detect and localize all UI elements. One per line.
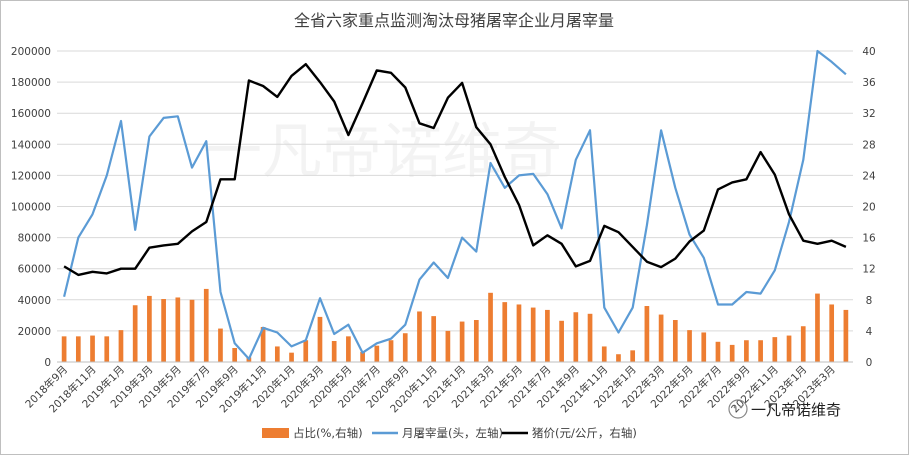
bar (317, 316, 323, 362)
bar (417, 311, 422, 362)
bar (672, 320, 678, 362)
line-series (63, 49, 847, 360)
y-right-tick-label: 4 (866, 326, 873, 338)
legend-label-price: 猪价(元/公斤，右轴) (532, 426, 637, 440)
y-right-tick-label: 12 (862, 264, 875, 276)
bar (473, 320, 479, 362)
bar (118, 330, 124, 362)
bar (587, 313, 593, 362)
bar (331, 341, 337, 362)
y-right-tick-label: 40 (862, 46, 875, 58)
background-watermark: 一凡帝诺维奇 (202, 117, 562, 187)
y-right-tick-label: 20 (862, 202, 875, 214)
y-axis-right: 0 4 8 12 16 20 24 28 32 36 40 (862, 46, 876, 369)
bar (502, 302, 508, 362)
legend-label-bar: 占比(%,右轴) (293, 426, 363, 440)
bar (687, 330, 692, 362)
bar (829, 304, 835, 362)
bar (289, 352, 294, 362)
bar (374, 345, 380, 362)
bar (488, 292, 493, 362)
bar (729, 344, 735, 362)
bar (147, 295, 152, 362)
bar (445, 330, 451, 362)
bar (843, 309, 849, 362)
y-left-tick-label: 160000 (11, 108, 51, 120)
bar (260, 327, 266, 362)
bar (644, 306, 650, 362)
corner-watermark: 一凡帝诺维奇 (728, 399, 841, 419)
watermark-text: 一凡帝诺维奇 (751, 401, 841, 419)
y-right-tick-label: 8 (866, 295, 873, 307)
bar (800, 326, 806, 362)
bar (573, 312, 579, 362)
y-left-tick-label: 0 (44, 357, 51, 369)
bar (232, 348, 238, 362)
bar (360, 351, 365, 362)
y-left-tick-label: 40000 (18, 295, 51, 307)
bar (90, 335, 95, 362)
bar (75, 336, 81, 362)
chart-title: 全省六家重点监测淘汰母猪屠宰企业月屠宰量 (294, 11, 614, 30)
y-left-tick-label: 140000 (11, 139, 51, 151)
legend-label-volume: 月屠宰量(头，左轴) (402, 426, 503, 440)
legend: 占比(%,右轴) 月屠宰量(头，左轴) 猪价(元/公斤，右轴) (262, 426, 637, 440)
bar (218, 328, 223, 362)
bar (601, 346, 607, 362)
bar (630, 350, 636, 362)
y-right-tick-label: 0 (866, 357, 873, 369)
bar-series (61, 288, 849, 362)
bar (786, 335, 792, 362)
bar (530, 307, 536, 362)
wechat-icon-eye-right (739, 405, 743, 409)
series-line-price (63, 63, 847, 277)
bar (545, 309, 550, 362)
y-right-tick-label: 36 (862, 77, 876, 89)
bar (772, 337, 778, 362)
wechat-icon (728, 399, 748, 419)
bar (758, 340, 763, 362)
bar (402, 333, 408, 362)
bar (132, 305, 138, 362)
bar (459, 321, 465, 362)
bar (388, 340, 394, 362)
y-right-tick-label: 32 (862, 108, 875, 120)
bar (616, 354, 621, 362)
bar (658, 314, 664, 362)
bar (189, 299, 195, 362)
bar (303, 340, 309, 362)
bar (104, 336, 110, 362)
bar (516, 304, 522, 362)
legend-swatch-bar (262, 428, 289, 438)
bar (175, 297, 181, 362)
y-left-tick-label: 100000 (11, 202, 51, 214)
y-right-tick-label: 24 (862, 170, 876, 182)
bar (161, 299, 166, 362)
bar (203, 288, 209, 362)
y-left-tick-label: 20000 (18, 326, 51, 338)
y-left-tick-label: 120000 (11, 170, 51, 182)
y-left-tick-label: 180000 (11, 77, 51, 89)
bar (61, 336, 67, 362)
y-left-tick-label: 80000 (18, 233, 51, 245)
bar (815, 293, 820, 362)
y-left-tick-label: 60000 (18, 264, 51, 276)
bar (274, 346, 280, 362)
bar (559, 320, 564, 362)
bar (346, 336, 351, 362)
series-line-volume (63, 49, 847, 360)
bar (431, 316, 437, 362)
y-right-tick-label: 28 (862, 139, 875, 151)
y-axis-left: 0 20000 40000 60000 80000 100000 120000 140000 1… (11, 46, 51, 369)
bar (701, 332, 707, 362)
y-right-tick-label: 16 (862, 233, 876, 245)
bar (715, 341, 721, 362)
y-left-tick-label: 200000 (11, 46, 51, 58)
bar (744, 340, 749, 362)
wechat-icon-eye-left (733, 405, 737, 409)
